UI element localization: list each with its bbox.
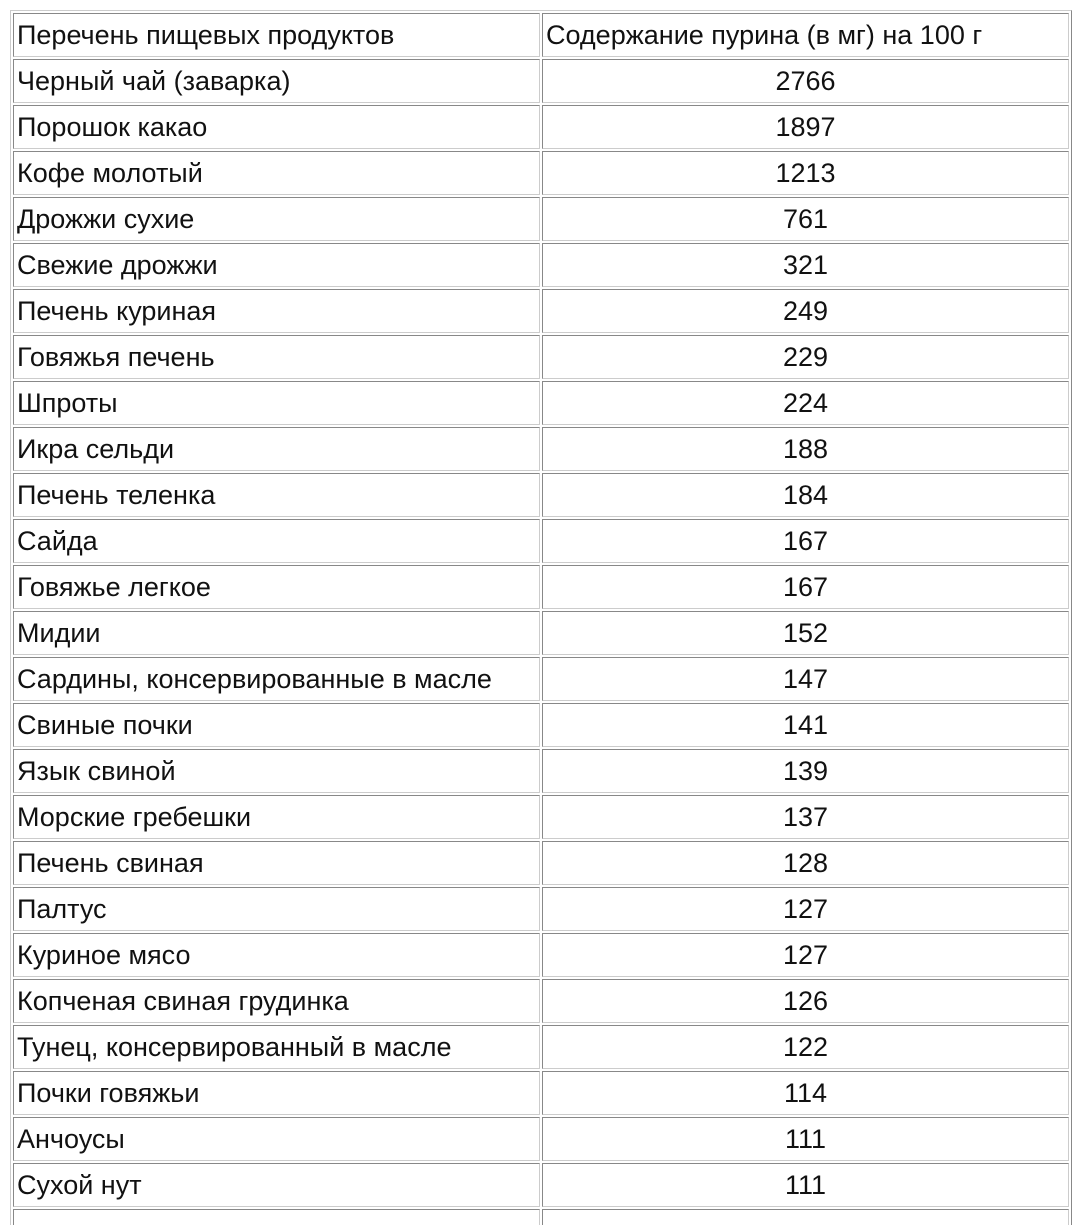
table-row: Мидии 152 <box>13 611 1069 655</box>
food-name: Морские гребешки <box>13 795 540 839</box>
table-row: Порошок какао 1897 <box>13 105 1069 149</box>
purine-value: 139 <box>542 749 1069 793</box>
food-name: Язык свиной <box>13 749 540 793</box>
food-name: Свиные почки <box>13 703 540 747</box>
food-name: Шпроты <box>13 381 540 425</box>
purine-value: 1897 <box>542 105 1069 149</box>
purine-value: 127 <box>542 933 1069 977</box>
table-row: Печень куриная 249 <box>13 289 1069 333</box>
table-row: Куриное мясо 127 <box>13 933 1069 977</box>
purine-value: 2766 <box>542 59 1069 103</box>
table-row: Черный чай (заварка) 2766 <box>13 59 1069 103</box>
food-name: Говяжье легкое <box>13 565 540 609</box>
food-name: Икра сельди <box>13 427 540 471</box>
food-name: Сайда <box>13 519 540 563</box>
purine-value: 126 <box>542 979 1069 1023</box>
purine-value: 111 <box>542 1163 1069 1207</box>
purine-value: 114 <box>542 1071 1069 1115</box>
purine-value: 111 <box>542 1117 1069 1161</box>
food-name: Печень куриная <box>13 289 540 333</box>
table-row: Шпроты 224 <box>13 381 1069 425</box>
purine-value: 122 <box>542 1025 1069 1069</box>
food-name: Почки говяжьи <box>13 1071 540 1115</box>
empty-cell <box>13 1209 540 1225</box>
table-row: Говяжье легкое 167 <box>13 565 1069 609</box>
table-row: Почки говяжьи 114 <box>13 1071 1069 1115</box>
food-name: Свежие дрожжи <box>13 243 540 287</box>
purine-value: 224 <box>542 381 1069 425</box>
food-name: Черный чай (заварка) <box>13 59 540 103</box>
food-name: Палтус <box>13 887 540 931</box>
purine-value: 141 <box>542 703 1069 747</box>
empty-cell <box>542 1209 1069 1225</box>
table-row: Свежие дрожжи 321 <box>13 243 1069 287</box>
food-name: Печень теленка <box>13 473 540 517</box>
header-cell: Перечень пищевых продуктов <box>13 13 540 57</box>
table-row: Морские гребешки 137 <box>13 795 1069 839</box>
food-name: Сардины, консервированные в масле <box>13 657 540 701</box>
table-row: Печень теленка 184 <box>13 473 1069 517</box>
purine-value: 167 <box>542 519 1069 563</box>
table-body: Перечень пищевых продуктов Содержание пу… <box>13 13 1069 1225</box>
food-name: Анчоусы <box>13 1117 540 1161</box>
table-row: Сайда 167 <box>13 519 1069 563</box>
table-row: Копченая свиная грудинка 126 <box>13 979 1069 1023</box>
food-name: Копченая свиная грудинка <box>13 979 540 1023</box>
purine-value: 761 <box>542 197 1069 241</box>
purine-value: 229 <box>542 335 1069 379</box>
purine-value: 167 <box>542 565 1069 609</box>
purine-value: 128 <box>542 841 1069 885</box>
header-cell: Содержание пурина (в мг) на 100 г <box>542 13 1069 57</box>
table-row <box>13 1209 1069 1225</box>
table-row: Свиные почки 141 <box>13 703 1069 747</box>
table-row: Сухой нут 111 <box>13 1163 1069 1207</box>
table-row: Печень свиная 128 <box>13 841 1069 885</box>
purine-value: 127 <box>542 887 1069 931</box>
header-row: Перечень пищевых продуктов Содержание пу… <box>13 13 1069 57</box>
food-name: Говяжья печень <box>13 335 540 379</box>
purine-value: 1213 <box>542 151 1069 195</box>
food-name: Печень свиная <box>13 841 540 885</box>
food-name: Дрожжи сухие <box>13 197 540 241</box>
table-row: Палтус 127 <box>13 887 1069 931</box>
purine-table: Перечень пищевых продуктов Содержание пу… <box>10 10 1072 1225</box>
table-row: Кофе молотый 1213 <box>13 151 1069 195</box>
table-row: Дрожжи сухие 761 <box>13 197 1069 241</box>
purine-value: 188 <box>542 427 1069 471</box>
purine-value: 137 <box>542 795 1069 839</box>
purine-value: 147 <box>542 657 1069 701</box>
table-row: Сардины, консервированные в масле 147 <box>13 657 1069 701</box>
food-name: Тунец, консервированный в масле <box>13 1025 540 1069</box>
food-name: Сухой нут <box>13 1163 540 1207</box>
food-name: Порошок какао <box>13 105 540 149</box>
table-row: Говяжья печень 229 <box>13 335 1069 379</box>
food-name: Кофе молотый <box>13 151 540 195</box>
purine-value: 184 <box>542 473 1069 517</box>
purine-value: 321 <box>542 243 1069 287</box>
table-row: Анчоусы 111 <box>13 1117 1069 1161</box>
food-name: Мидии <box>13 611 540 655</box>
table-row: Язык свиной 139 <box>13 749 1069 793</box>
purine-value: 249 <box>542 289 1069 333</box>
purine-value: 152 <box>542 611 1069 655</box>
food-name: Куриное мясо <box>13 933 540 977</box>
table-row: Икра сельди 188 <box>13 427 1069 471</box>
table-row: Тунец, консервированный в масле 122 <box>13 1025 1069 1069</box>
